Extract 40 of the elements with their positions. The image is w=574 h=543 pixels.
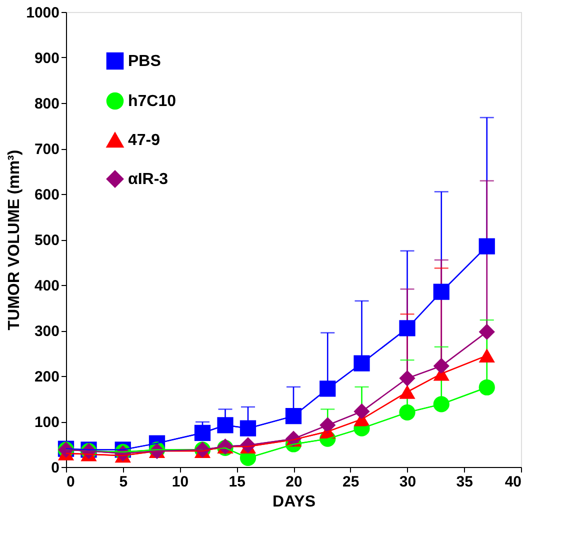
point (217, 417, 234, 434)
point (285, 408, 302, 424)
y-tick-label: 400 (34, 278, 60, 294)
x-tick-label: 20 (286, 474, 302, 490)
point (240, 420, 256, 436)
y-tick-label: 600 (34, 186, 60, 204)
x-tick-label: 0 (66, 474, 75, 490)
y-tick-label: 1000 (26, 4, 60, 22)
x-tick-label: 5 (119, 474, 128, 490)
point (399, 320, 416, 336)
point (399, 404, 416, 420)
x-axis-title: DAYS (272, 494, 316, 510)
point (194, 424, 211, 441)
x-tick-label: 15 (228, 474, 246, 490)
point (478, 379, 495, 396)
x-tick-label: 10 (172, 474, 189, 490)
y-tick-label: 200 (34, 368, 60, 386)
legend-label: 47-9 (128, 132, 160, 149)
y-tick-label: 100 (34, 414, 60, 431)
y-tick-label: 700 (34, 141, 60, 158)
y-tick-label: 0 (51, 460, 60, 476)
point (320, 380, 336, 397)
y-tick-label: 800 (34, 96, 60, 112)
y-axis-title: TUMOR VOLUME (mm³) (6, 150, 24, 330)
x-tick-label: 25 (342, 474, 360, 490)
y-tick-label: 300 (34, 323, 60, 340)
point (354, 355, 370, 372)
x-tick-label: 30 (399, 474, 416, 490)
x-tick-label: 40 (504, 474, 522, 490)
y-tick-label: 900 (34, 50, 60, 67)
point (433, 396, 450, 412)
point (399, 370, 416, 386)
point (478, 238, 495, 254)
point (478, 324, 495, 340)
point (478, 348, 495, 363)
legend-label: αIR-3 (128, 171, 168, 188)
legend-label: h7C10 (128, 93, 176, 110)
x-tick-label: 35 (456, 474, 473, 490)
y-tick-label: 500 (34, 232, 60, 249)
legend-label: PBS (128, 53, 162, 70)
